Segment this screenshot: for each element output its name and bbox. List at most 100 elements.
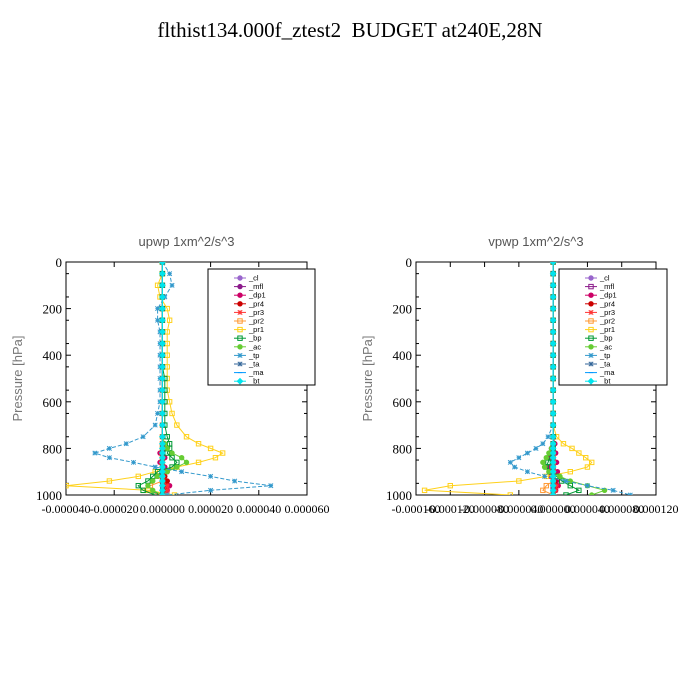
x-tick-label: 0.000040 xyxy=(565,502,610,516)
legend-entry: _pr2 xyxy=(599,317,615,326)
legend-entry: _ac xyxy=(248,342,261,351)
legend-entry: _dp1 xyxy=(599,291,617,300)
x-tick-label: 0.000060 xyxy=(285,502,330,516)
data-point-bt xyxy=(158,433,166,441)
x-tick-label: 0.000040 xyxy=(236,502,281,516)
legend-entry: _bp xyxy=(248,334,262,343)
data-point-tp xyxy=(92,450,98,456)
y-tick-label: 200 xyxy=(43,302,63,317)
y-tick-label: 0 xyxy=(406,255,413,270)
data-point-tp xyxy=(533,445,539,451)
data-point-tp xyxy=(152,464,158,470)
data-point-ac xyxy=(178,455,185,461)
data-point-bt xyxy=(158,491,166,495)
legend-entry: _bt xyxy=(248,377,260,386)
data-point-pr2 xyxy=(540,487,546,494)
data-point-tp xyxy=(155,317,161,323)
data-point-pr1 xyxy=(183,434,190,440)
data-point-tp xyxy=(507,459,513,465)
y-axis-label: Pressure [hPa] xyxy=(360,336,375,422)
data-point-tp xyxy=(155,410,161,417)
data-point-bt xyxy=(158,281,166,289)
data-point-pr1 xyxy=(135,473,142,480)
data-point-bt xyxy=(549,410,557,417)
x-tick-label: 0.000020 xyxy=(188,502,233,516)
data-point-tp xyxy=(208,473,214,479)
data-point-bt xyxy=(549,398,557,406)
data-point-ac xyxy=(540,459,546,466)
data-point-ac xyxy=(589,492,595,495)
y-tick-label: 1000 xyxy=(386,488,412,503)
legend: _cl_mfl_dp1_pr4_pr3_pr2_pr1_bp_ac_tp_ta_… xyxy=(558,268,668,386)
data-point-bt xyxy=(549,305,557,313)
x-tick-label: 0.000000 xyxy=(531,502,576,516)
data-point-bt xyxy=(158,340,166,347)
legend-entry: _mfl xyxy=(599,282,615,291)
y-tick-label: 600 xyxy=(393,395,413,410)
y-tick-label: 400 xyxy=(43,348,63,363)
data-point-tp xyxy=(610,487,616,493)
legend-entry: _pr4 xyxy=(599,299,615,308)
data-point-tp xyxy=(106,455,112,461)
data-point-pr1 xyxy=(507,492,513,495)
data-point-bt xyxy=(549,363,557,371)
data-point-pr1 xyxy=(421,487,428,494)
data-point-tp xyxy=(179,469,185,475)
data-point-bt xyxy=(158,375,166,382)
data-point-bp xyxy=(140,487,146,494)
legend-entry: _pr1 xyxy=(599,325,615,334)
x-tick-label: 0.000120 xyxy=(634,502,679,516)
data-point-bt xyxy=(158,386,166,394)
data-point-bp xyxy=(563,492,569,495)
y-tick-label: 600 xyxy=(43,395,63,410)
data-point-tp xyxy=(152,422,158,428)
legend-box xyxy=(558,268,668,386)
legend-entry: _bp xyxy=(599,334,613,343)
data-point-ac xyxy=(541,464,548,470)
legend-marker xyxy=(236,377,244,385)
legend-entry: _pr3 xyxy=(248,308,264,317)
x-tick-label: -0.000160 xyxy=(392,502,441,516)
legend-marker xyxy=(588,275,594,281)
legend-marker xyxy=(588,301,594,307)
data-point-bt xyxy=(158,328,166,336)
data-point-bt xyxy=(549,386,557,394)
data-point-tp xyxy=(167,271,173,277)
legend-marker xyxy=(588,352,594,358)
data-point-ac xyxy=(150,478,156,484)
data-point-tp xyxy=(155,306,161,312)
data-point-pr1 xyxy=(207,445,214,452)
data-point-pr3 xyxy=(164,487,170,493)
data-point-pr1 xyxy=(584,464,591,470)
data-point-pr1 xyxy=(567,469,573,475)
data-point-bt xyxy=(158,270,166,278)
data-point-pr2 xyxy=(543,482,549,489)
legend: _cl_mfl_dp1_pr4_pr3_pr2_pr1_bp_ac_tp_ta_… xyxy=(207,268,316,386)
legend-marker xyxy=(237,326,243,333)
x-tick-label: -0.000080 xyxy=(460,502,509,516)
data-point-pr1 xyxy=(174,422,180,428)
legend-marker xyxy=(237,335,243,341)
data-point-ac xyxy=(557,473,563,480)
data-point-pr1 xyxy=(212,455,219,461)
legend-marker xyxy=(587,377,595,385)
data-point-tp xyxy=(540,441,546,447)
data-point-ac xyxy=(567,478,573,484)
data-point-bp xyxy=(135,482,142,489)
y-tick-label: 200 xyxy=(393,302,413,317)
data-point-tp xyxy=(169,282,175,288)
data-point-bp xyxy=(576,487,582,494)
data-point-pr1 xyxy=(166,317,173,323)
data-point-pr3 xyxy=(164,483,170,489)
data-point-pr1 xyxy=(583,455,589,461)
data-point-bt xyxy=(549,375,557,382)
data-point-ac xyxy=(169,450,175,456)
legend-entry: _pr4 xyxy=(248,299,264,308)
series-line-tp xyxy=(93,262,271,495)
legend-marker xyxy=(237,352,243,358)
data-point-pr1 xyxy=(447,482,453,489)
data-point-tp xyxy=(516,455,522,461)
legend-entry: _ta xyxy=(248,360,260,369)
legend-entry: _bt xyxy=(599,377,611,386)
data-point-bt xyxy=(158,410,166,417)
